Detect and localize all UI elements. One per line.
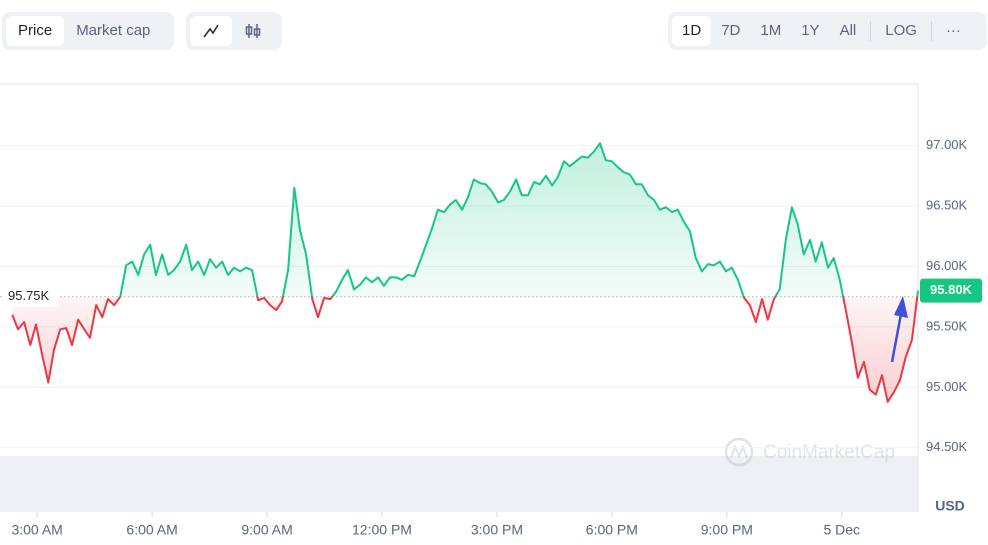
range-7d[interactable]: 7D bbox=[721, 22, 741, 39]
y-tick-label: 96.00K bbox=[926, 258, 968, 273]
y-tick-label: 97.00K bbox=[926, 137, 968, 152]
line-icon bbox=[203, 24, 219, 38]
baseline-label-bg bbox=[2, 286, 58, 307]
x-tick-label: 3:00 AM bbox=[11, 522, 62, 538]
x-tick-label: 6:00 AM bbox=[126, 522, 177, 538]
separator bbox=[870, 21, 872, 41]
x-tick-label: 9:00 PM bbox=[701, 522, 753, 538]
price-line bbox=[11, 142, 919, 403]
annotation-arrow-shaft bbox=[890, 313, 903, 363]
volume-area bbox=[0, 456, 918, 512]
x-tick-label: 5 Dec bbox=[823, 522, 860, 538]
last-price-label: 95.80K bbox=[930, 282, 973, 297]
y-tick-label: 96.50K bbox=[926, 197, 968, 212]
y-unit: USD bbox=[935, 498, 965, 514]
x-tick-label: 12:00 PM bbox=[352, 522, 412, 538]
chart-style-toggle bbox=[186, 12, 282, 50]
y-tick-label: 95.50K bbox=[926, 318, 968, 333]
x-tick-label: 9:00 AM bbox=[241, 522, 292, 538]
baseline-label: 95.75K bbox=[8, 288, 50, 303]
range-1m[interactable]: 1M bbox=[760, 22, 782, 39]
market-cap-button[interactable]: Market cap bbox=[76, 22, 151, 39]
line-chart-button[interactable] bbox=[190, 16, 232, 46]
y-tick-label: 94.50K bbox=[926, 439, 968, 454]
more-button[interactable]: ··· bbox=[945, 22, 961, 39]
y-tick-label: 95.00K bbox=[926, 379, 968, 394]
price-area bbox=[12, 143, 919, 402]
separator bbox=[930, 21, 932, 41]
watermark-text: CoinMarketCap bbox=[763, 442, 895, 463]
metric-toggle: Price Market cap bbox=[2, 12, 174, 50]
x-tick-label: 3:00 PM bbox=[471, 522, 523, 538]
annotation-arrow-head bbox=[894, 296, 908, 318]
candle-icon bbox=[245, 24, 261, 38]
x-tick-label: 6:00 PM bbox=[586, 522, 638, 538]
range-toggle: 1D 7D 1M 1Y All LOG ··· bbox=[668, 12, 987, 50]
range-all[interactable]: All bbox=[839, 22, 857, 39]
candle-chart-button[interactable] bbox=[232, 16, 274, 46]
last-price-tag bbox=[920, 278, 982, 303]
range-1d[interactable]: 1D bbox=[672, 16, 712, 46]
price-button[interactable]: Price bbox=[6, 16, 65, 46]
range-1y[interactable]: 1Y bbox=[801, 22, 820, 39]
log-button[interactable]: LOG bbox=[885, 22, 917, 39]
